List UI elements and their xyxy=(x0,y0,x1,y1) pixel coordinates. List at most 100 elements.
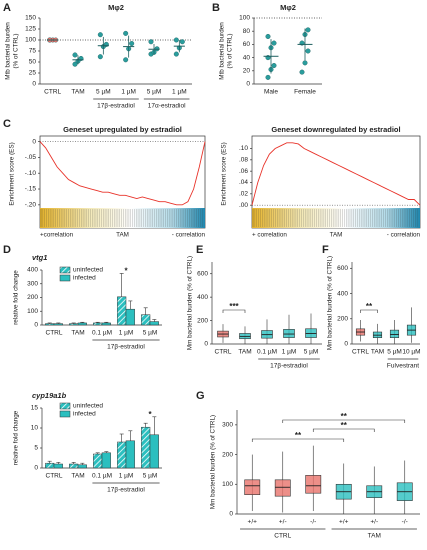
legend-swatch xyxy=(59,402,71,410)
significance-bracket xyxy=(282,419,406,423)
data-point xyxy=(72,61,78,67)
y-tick-label: .02 xyxy=(239,191,248,198)
y-tick-label: 100 xyxy=(27,308,38,315)
data-point xyxy=(123,57,129,63)
x-tick-label: 0.1 µM xyxy=(92,330,112,337)
x-tick-label: TAM xyxy=(371,349,384,356)
y-axis-label: Mtb bacterial burden xyxy=(5,22,12,80)
significance-bracket xyxy=(312,428,375,432)
x-tick-label: TAM xyxy=(71,89,84,96)
x-tick-label: Male xyxy=(264,89,278,96)
panel-letter: D xyxy=(3,244,11,256)
x-tick-label: CTRL xyxy=(215,349,232,356)
x-axis-label: +correlation xyxy=(40,232,74,239)
y-tick-label: .06 xyxy=(239,168,248,175)
panel-letter: E xyxy=(196,244,203,256)
y-tick-label: .04 xyxy=(239,179,248,186)
y-axis-label: (% of CTRL) xyxy=(227,34,234,69)
y-tick-label: 10 xyxy=(31,425,39,432)
x-tick-label: 10 µM xyxy=(402,349,420,356)
bar xyxy=(125,308,135,326)
legend-swatch xyxy=(59,410,71,418)
bar xyxy=(149,434,159,469)
y-tick-label: -.10 xyxy=(25,170,37,177)
data-point xyxy=(129,41,135,47)
x-tick-label: 5 µM xyxy=(304,349,319,356)
x-tick-label: TAM xyxy=(238,349,251,356)
es-curve xyxy=(251,142,421,206)
x-tick-label: 1 µM xyxy=(172,89,187,96)
y-tick-label: 100 xyxy=(239,15,250,22)
y-tick-label: 50 xyxy=(29,59,37,66)
y-axis-label: Mtb bacterial burden xyxy=(219,22,226,80)
x-axis-label: - correlation xyxy=(387,232,421,239)
panel-title: Geneset upregulated by estradiol xyxy=(63,125,182,134)
data-point xyxy=(173,51,179,57)
legend-label: uninfected xyxy=(73,403,103,410)
x-tick-label: +/- xyxy=(370,519,378,526)
y-tick-label: 100 xyxy=(25,37,36,44)
y-tick-label: 0 xyxy=(34,322,38,329)
data-point xyxy=(305,27,311,33)
significance: * xyxy=(148,410,152,419)
y-tick-label: 200 xyxy=(27,294,38,301)
significance: * xyxy=(124,267,128,276)
group-label: 17β-estradiol xyxy=(107,487,145,494)
y-tick-label: 150 xyxy=(25,15,36,22)
panel-letter: C xyxy=(3,118,11,130)
y-tick-label: 15 xyxy=(31,405,39,412)
y-tick-label: 200 xyxy=(222,451,233,458)
y-tick-label: 300 xyxy=(27,280,38,287)
significance: ** xyxy=(341,421,348,430)
panel-letter: A xyxy=(3,2,11,14)
data-point xyxy=(271,40,277,46)
bar xyxy=(45,323,55,326)
y-tick-label: -.20 xyxy=(25,202,37,209)
y-axis-label: Enrichment score (ES) xyxy=(221,142,228,205)
x-axis-label: + correlation xyxy=(252,232,287,239)
significance-bracket xyxy=(222,309,246,313)
y-axis-label: Mm bacterial burden (% of CTRL) xyxy=(187,256,194,350)
y-tick-label: 400 xyxy=(27,267,38,274)
legend-swatch xyxy=(59,274,71,282)
y-tick-label: 25 xyxy=(29,70,37,77)
bar xyxy=(141,314,151,326)
x-tick-label: CTRL xyxy=(352,349,369,356)
bar xyxy=(69,323,79,326)
y-axis-label: relative fold change xyxy=(13,410,20,465)
y-tick-label: 400 xyxy=(197,294,208,301)
x-tick-label: -/- xyxy=(402,519,408,526)
bar xyxy=(53,323,63,326)
y-tick-label: .10 xyxy=(239,145,248,152)
y-tick-label: 0 xyxy=(32,138,36,145)
y-tick-label: 400 xyxy=(337,290,348,297)
group-label: 17β-estradiol xyxy=(270,363,308,370)
significance: ** xyxy=(295,431,302,440)
significance-bracket xyxy=(251,438,345,442)
y-tick-label: 0 xyxy=(246,81,250,88)
significance-bracket xyxy=(360,309,378,313)
y-tick-label: 5 xyxy=(34,445,38,452)
x-tick-label: 1 µM xyxy=(121,89,136,96)
y-tick-label: 200 xyxy=(197,317,208,324)
panel-title: vtg1 xyxy=(32,253,47,262)
x-tick-label: 1 µM xyxy=(282,349,297,356)
x-tick-label: 1 µM xyxy=(119,330,134,337)
bar xyxy=(117,296,127,326)
data-point xyxy=(97,32,103,38)
group-label: Fulvestrant xyxy=(387,363,419,370)
data-point xyxy=(97,54,103,60)
significance: *** xyxy=(229,302,239,311)
es-curve xyxy=(39,141,206,206)
y-tick-label: 60 xyxy=(243,41,251,48)
y-tick-label: -.15 xyxy=(25,186,37,193)
y-tick-label: 600 xyxy=(197,270,208,277)
x-tick-label: CTRL xyxy=(44,89,61,96)
panel-letter: B xyxy=(212,2,220,14)
bar xyxy=(117,441,127,469)
panel-letter: G xyxy=(196,390,205,402)
bar xyxy=(101,322,111,326)
panel-title: Mφ2 xyxy=(108,3,124,12)
y-axis-label: Enrichment score (ES) xyxy=(9,142,16,205)
